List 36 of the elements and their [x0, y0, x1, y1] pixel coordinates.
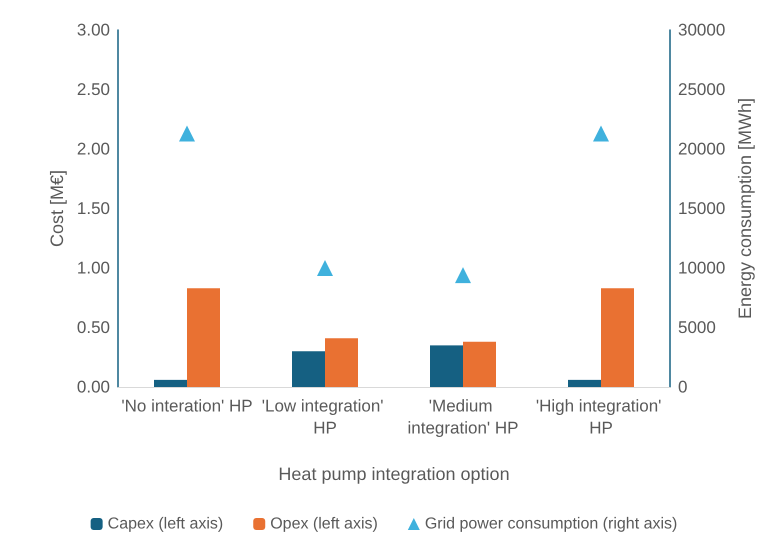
- bar: [154, 380, 187, 387]
- y-tick-label: 2.50: [76, 80, 110, 99]
- bar: [187, 288, 220, 387]
- bar: [568, 380, 601, 387]
- x-axis-title: Heat pump integration option: [278, 464, 510, 484]
- y-tick-label: 3.00: [76, 20, 110, 40]
- y-tick-label: 1.00: [76, 258, 110, 278]
- y-tick-label: 2.00: [76, 140, 110, 158]
- legend-label: Grid power consumption (right axis): [424, 516, 678, 532]
- y2-tick-label: 0: [678, 378, 688, 396]
- point: [455, 267, 471, 284]
- bar: [601, 288, 634, 387]
- x-tick-label: 'Medium integration' HP: [408, 396, 518, 438]
- y2-tick-label: 30000: [678, 20, 726, 40]
- x-tick-label: 'High integration' HP: [536, 396, 666, 438]
- x-tick-label: 'No interation' HP: [121, 396, 253, 416]
- point: [179, 126, 195, 142]
- bar: [325, 338, 358, 387]
- y2-axis-title: Energy consumption [MWh]: [735, 98, 756, 320]
- y-tick-label: 0.50: [76, 318, 110, 337]
- legend-label: Opex (left axis): [270, 516, 378, 532]
- bar: [292, 351, 325, 387]
- y-axis-title: Cost [M€]: [47, 170, 67, 248]
- y2-tick-label: 10000: [678, 258, 726, 278]
- y-tick-label: 0.00: [76, 378, 110, 396]
- bar: [430, 345, 463, 387]
- y-tick-label: 1.50: [76, 199, 110, 218]
- point: [593, 126, 609, 142]
- y2-tick-label: 25000: [678, 80, 726, 99]
- legend-label: Capex (left axis): [108, 516, 224, 532]
- bar: [463, 342, 496, 387]
- y2-tick-label: 20000: [678, 140, 726, 158]
- point: [317, 260, 333, 276]
- y2-tick-label: 5000: [678, 318, 716, 337]
- y2-tick-label: 15000: [678, 199, 726, 218]
- x-tick-label: 'Low integration' HP: [262, 396, 388, 438]
